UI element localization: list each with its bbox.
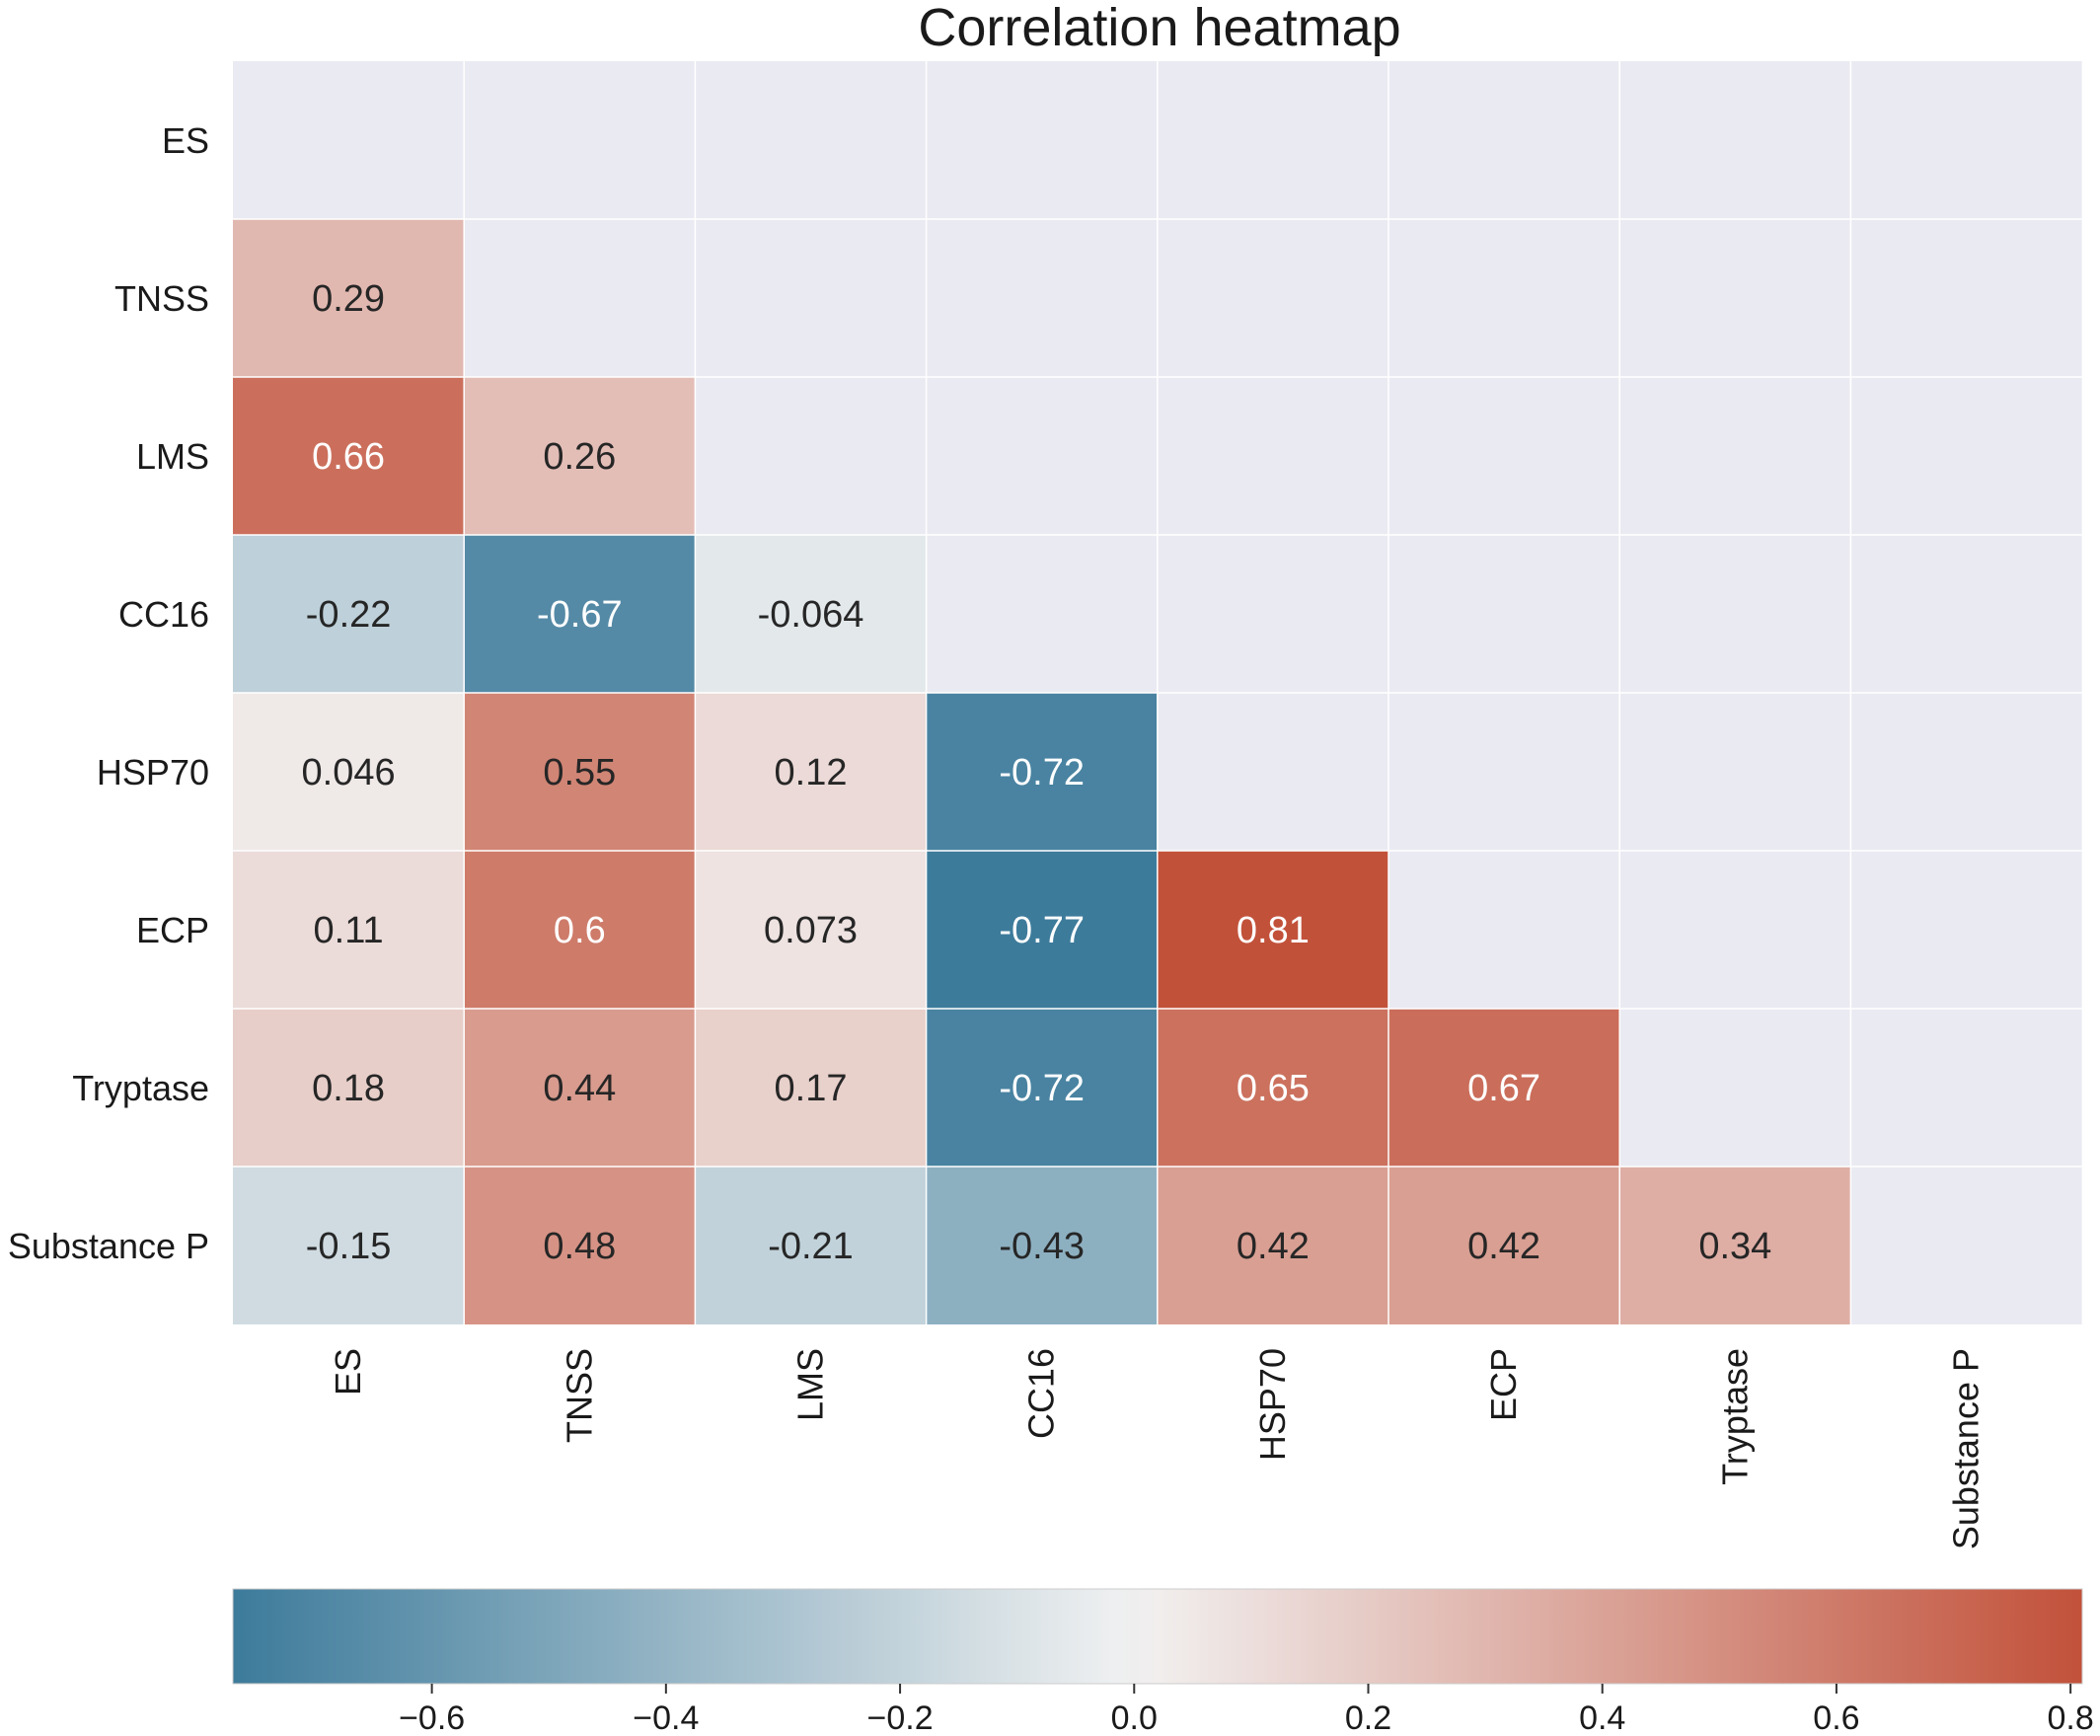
colorbar-tick-label: 0.0 bbox=[1111, 1699, 1158, 1736]
x-tick-label: LMS bbox=[790, 1348, 831, 1421]
heatmap-cell bbox=[464, 377, 696, 535]
cell-value-label: -0.72 bbox=[999, 752, 1085, 793]
heatmap-cell bbox=[1157, 1167, 1388, 1324]
heatmap-cell bbox=[1619, 1167, 1851, 1324]
colorbar-border bbox=[232, 1588, 2083, 1685]
x-tick-label: Tryptase bbox=[1714, 1348, 1755, 1485]
heatmap-cell bbox=[233, 693, 465, 851]
colorbar-tick-label: −0.6 bbox=[399, 1699, 465, 1736]
cell-value-label: 0.26 bbox=[543, 436, 616, 478]
cell-value-label: 0.34 bbox=[1698, 1226, 1771, 1267]
heatmap-cell bbox=[926, 1009, 1158, 1167]
cell-value-label: -0.43 bbox=[999, 1226, 1085, 1267]
heatmap-grid: 0.29 0.66 0.26 -0.22 -0.67 -0.064 0.046 0.55 0.1… bbox=[8, 61, 2082, 1549]
colorbar-tick-label: −0.4 bbox=[633, 1699, 699, 1736]
colorbar-tick-label: 0.8 bbox=[2048, 1699, 2094, 1736]
cell-value-label: 0.073 bbox=[764, 910, 858, 951]
heatmap-cell bbox=[233, 851, 465, 1009]
x-tick-label: ECP bbox=[1483, 1348, 1524, 1421]
cell-value-label: 0.48 bbox=[543, 1226, 616, 1267]
cell-value-label: 0.81 bbox=[1237, 910, 1310, 951]
heatmap-cell bbox=[1157, 1009, 1388, 1167]
cell-value-label: -0.77 bbox=[999, 910, 1085, 951]
heatmap-cell bbox=[695, 1009, 927, 1167]
cell-value-label: 0.65 bbox=[1237, 1068, 1310, 1109]
colorbar-tick-label: 0.4 bbox=[1579, 1699, 1625, 1736]
cell-value-label: 0.29 bbox=[312, 278, 385, 320]
heatmap-cell bbox=[695, 1167, 927, 1324]
cell-value-label: 0.6 bbox=[554, 910, 606, 951]
cell-value-label: 0.42 bbox=[1467, 1226, 1540, 1267]
cell-value-label: -0.67 bbox=[537, 594, 623, 636]
heatmap-cell bbox=[926, 851, 1158, 1009]
x-tick-label: TNSS bbox=[559, 1348, 599, 1443]
heatmap-cell bbox=[233, 377, 465, 535]
y-tick-label: Substance P bbox=[8, 1226, 209, 1266]
heatmap-cell bbox=[695, 693, 927, 851]
colorbar-tick-label: −0.2 bbox=[867, 1699, 934, 1736]
cell-value-label: 0.17 bbox=[775, 1068, 848, 1109]
cell-value-label: 0.67 bbox=[1467, 1068, 1540, 1109]
x-tick-label: HSP70 bbox=[1252, 1348, 1293, 1461]
colorbar-gradient bbox=[233, 1589, 2082, 1684]
cell-value-label: 0.11 bbox=[314, 910, 384, 951]
x-tick-label: Substance P bbox=[1946, 1348, 1987, 1549]
heatmap-cell bbox=[464, 1009, 696, 1167]
cell-value-label: -0.22 bbox=[306, 594, 392, 636]
heatmap-cell bbox=[233, 1009, 465, 1167]
y-tick-label: TNSS bbox=[114, 278, 209, 319]
heatmap-cell bbox=[695, 851, 927, 1009]
cell-value-label: -0.15 bbox=[306, 1226, 392, 1267]
heatmap-cell bbox=[233, 1167, 465, 1324]
heatmap-cell bbox=[233, 219, 465, 377]
heatmap-cell bbox=[1388, 1167, 1620, 1324]
y-tick-label: Tryptase bbox=[72, 1068, 209, 1108]
cell-value-label: 0.42 bbox=[1237, 1226, 1310, 1267]
heatmap-cell bbox=[926, 1167, 1158, 1324]
colorbar-tick-label: 0.6 bbox=[1813, 1699, 1859, 1736]
y-tick-label: ES bbox=[162, 120, 209, 161]
heatmap-cell bbox=[464, 851, 696, 1009]
y-tick-label: HSP70 bbox=[97, 752, 209, 793]
cell-value-label: 0.046 bbox=[302, 752, 396, 793]
heatmap-cell bbox=[926, 693, 1158, 851]
heatmap-cell bbox=[695, 535, 927, 693]
cell-value-label: 0.18 bbox=[312, 1068, 385, 1109]
heatmap-cell bbox=[1388, 1009, 1620, 1167]
cell-value-label: 0.44 bbox=[543, 1068, 616, 1109]
y-tick-label: LMS bbox=[136, 436, 209, 477]
heatmap-cell bbox=[464, 535, 696, 693]
cell-value-label: -0.064 bbox=[758, 594, 864, 636]
y-tick-label: ECP bbox=[136, 910, 209, 950]
heatmap-cell bbox=[1157, 851, 1388, 1009]
x-tick-label: ES bbox=[328, 1348, 368, 1396]
cell-value-label: 0.66 bbox=[312, 436, 385, 478]
chart-title: Correlation heatmap bbox=[918, 0, 1400, 57]
heatmap-cell bbox=[233, 535, 465, 693]
cell-value-label: -0.21 bbox=[768, 1226, 854, 1267]
cell-value-label: 0.55 bbox=[543, 752, 616, 793]
y-tick-label: CC16 bbox=[118, 594, 209, 635]
x-tick-label: CC16 bbox=[1021, 1348, 1062, 1439]
colorbar: −0.6 −0.4 −0.2 0.0 0.2 0.4 0.6 0.8 bbox=[232, 1588, 2094, 1736]
heatmap-cell bbox=[464, 693, 696, 851]
colorbar-tick-label: 0.2 bbox=[1345, 1699, 1391, 1736]
cell-value-label: -0.72 bbox=[999, 1068, 1085, 1109]
cell-value-label: 0.12 bbox=[775, 752, 848, 793]
heatmap-cell bbox=[464, 1167, 696, 1324]
